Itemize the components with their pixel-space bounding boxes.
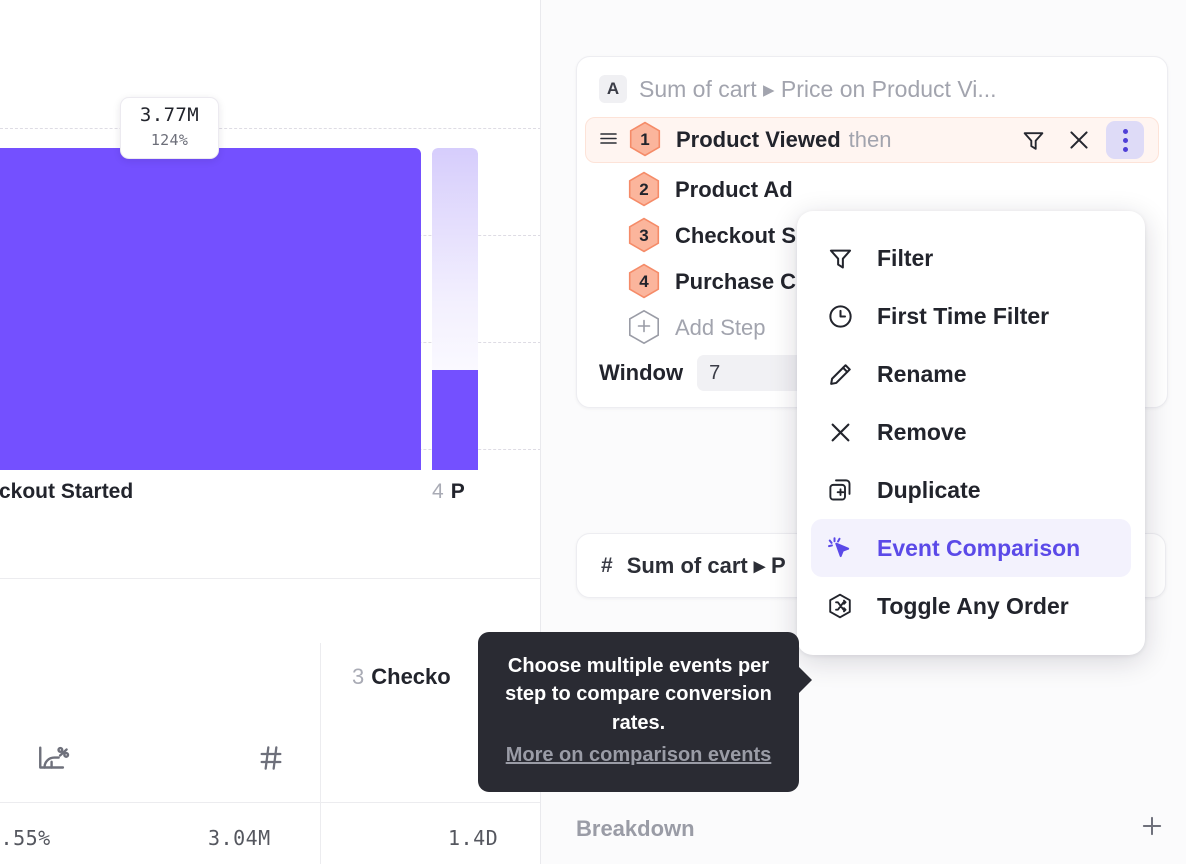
- clock-icon: [825, 303, 855, 330]
- menu-item-label: Duplicate: [877, 476, 981, 503]
- menu-item-label: Remove: [877, 418, 967, 445]
- step-label: Product Ad: [675, 177, 793, 202]
- metrics-column-header: 3 Checko: [352, 664, 451, 690]
- step-suffix: then: [848, 127, 892, 152]
- tooltip-text: Choose multiple events per step to compa…: [505, 655, 772, 734]
- metrics-header-label: Checko: [371, 664, 451, 689]
- bar-purchase-completed[interactable]: [432, 148, 478, 470]
- filter-icon[interactable]: [1014, 121, 1052, 159]
- funnel-bar-chart[interactable]: 3.77M 124%: [0, 0, 541, 470]
- axis-label-text: P: [450, 480, 465, 503]
- menu-item-label: First Time Filter: [877, 302, 1050, 329]
- duplicate-icon: [825, 477, 855, 504]
- menu-item-filter[interactable]: Filter: [811, 229, 1131, 287]
- funnel-step-2[interactable]: 2 Product Ad: [585, 167, 1159, 213]
- tooltip-arrow: [798, 666, 812, 694]
- bar-value-tooltip: 3.77M 124%: [120, 97, 219, 159]
- close-icon[interactable]: [1060, 121, 1098, 159]
- menu-item-toggle-any-order[interactable]: Toggle Any Order: [811, 577, 1131, 635]
- funnel-step-3[interactable]: 3 Checkout S: [585, 213, 1159, 259]
- hash-icon: [255, 742, 287, 779]
- breakdown-label: Breakdown: [576, 815, 695, 841]
- step-label: Product Viewed then: [676, 127, 1000, 153]
- kebab-menu-icon[interactable]: [1106, 121, 1144, 159]
- pencil-icon: [825, 361, 855, 388]
- measure-badge: A: [599, 75, 627, 103]
- metrics-header-index: 3: [352, 664, 365, 689]
- menu-item-label: Toggle Any Order: [877, 592, 1069, 619]
- step-number: 3: [639, 226, 649, 245]
- hash-icon: #: [601, 553, 613, 577]
- metric-value: 3.04M: [208, 826, 271, 850]
- breakdown-section: Breakdown: [576, 812, 1166, 845]
- bar-solid-segment: [432, 370, 478, 470]
- bar-ghost-segment: [432, 148, 478, 370]
- menu-item-duplicate[interactable]: Duplicate: [811, 461, 1131, 519]
- divider: [320, 643, 321, 864]
- close-icon: [825, 419, 855, 446]
- plus-icon[interactable]: [1138, 812, 1166, 845]
- metric-value: 0.55%: [0, 826, 51, 850]
- step-label: Purchase C: [675, 269, 797, 294]
- step-name: Product Viewed: [676, 127, 841, 152]
- add-step-icon: [627, 309, 661, 347]
- step-number: 4: [639, 272, 649, 291]
- metric-value: 1.4D: [448, 826, 499, 850]
- pane-divider[interactable]: [540, 0, 541, 864]
- filter-icon: [825, 245, 855, 272]
- axis-label-checkout-started: ckout Started: [0, 480, 134, 503]
- feature-hint-tooltip: Choose multiple events per step to compa…: [478, 632, 812, 792]
- measure-row[interactable]: A Sum of cart ▸ Price on Product Vi...: [577, 75, 1167, 117]
- window-label: Window: [599, 360, 684, 385]
- step-number: 1: [640, 130, 650, 149]
- step-number-badge: 2: [627, 171, 661, 209]
- divider: [0, 578, 541, 579]
- divider: [0, 802, 541, 803]
- step-label: Checkout S: [675, 223, 797, 248]
- tooltip-percent: 124%: [150, 130, 189, 149]
- axis-label-index: 4: [432, 480, 444, 503]
- funnel-step-4[interactable]: 4 Purchase C: [585, 259, 1159, 305]
- gridline: [0, 128, 541, 129]
- measure-label: Sum of cart ▸ Price on Product Vi...: [639, 75, 997, 102]
- tooltip-value: 3.77M: [139, 104, 200, 126]
- cursor-click-icon: [825, 534, 855, 562]
- add-step-label: Add Step: [675, 315, 766, 340]
- step-number: 2: [639, 180, 649, 199]
- menu-item-remove[interactable]: Remove: [811, 403, 1131, 461]
- menu-item-first-time-filter[interactable]: First Time Filter: [811, 287, 1131, 345]
- step-number-badge: 3: [627, 217, 661, 255]
- step-context-menu: Filter First Time Filter Rename Remove D…: [797, 211, 1145, 655]
- menu-item-event-comparison[interactable]: Event Comparison: [811, 519, 1131, 577]
- drag-handle-icon[interactable]: [600, 130, 617, 150]
- menu-item-rename[interactable]: Rename: [811, 345, 1131, 403]
- shuffle-hex-icon: [825, 592, 855, 620]
- bar-checkout-started[interactable]: [0, 148, 421, 470]
- menu-item-label: Rename: [877, 360, 967, 387]
- tooltip-link[interactable]: More on comparison events: [505, 744, 772, 767]
- measure-card-label: Sum of cart ▸ P: [626, 552, 786, 578]
- percent-drop-icon: [36, 742, 70, 781]
- step-number-badge: 4: [627, 263, 661, 301]
- menu-item-label: Filter: [877, 244, 934, 271]
- funnel-step-1[interactable]: 1 Product Viewed then: [585, 117, 1159, 163]
- add-step-button[interactable]: Add Step: [585, 305, 1159, 351]
- menu-item-label: Event Comparison: [877, 534, 1081, 561]
- step-actions: [1014, 121, 1144, 159]
- step-number-badge: 1: [628, 121, 662, 159]
